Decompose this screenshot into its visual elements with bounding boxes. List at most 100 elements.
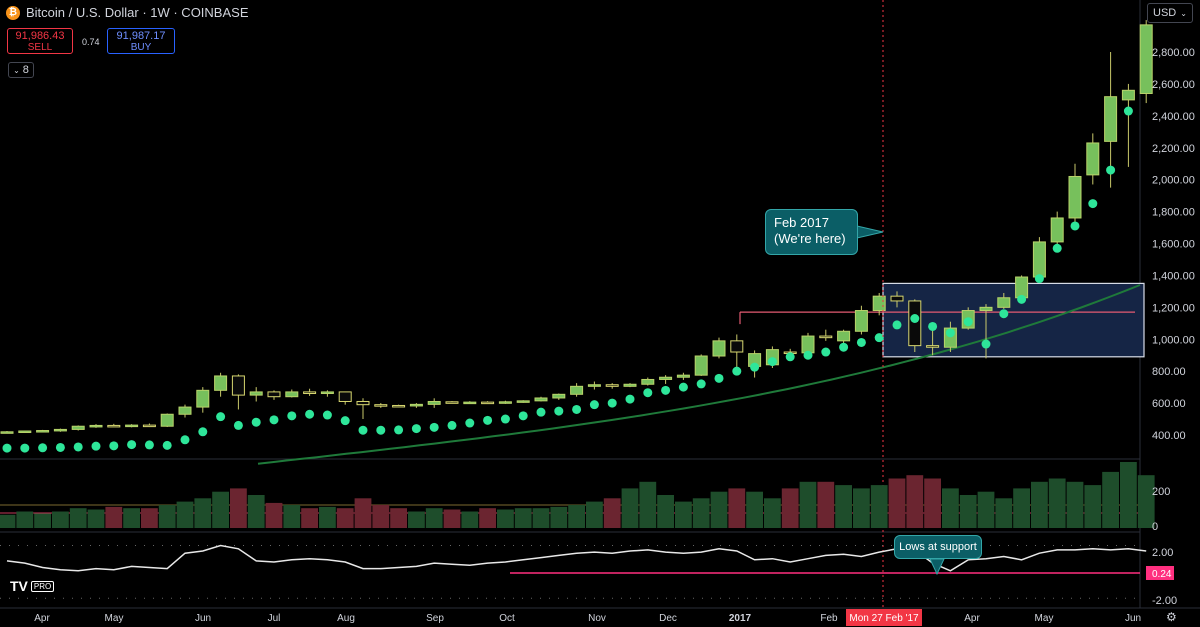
price-tick-label: 1,600.00	[1152, 239, 1195, 251]
volume-bar	[390, 508, 407, 528]
sar-dot	[483, 415, 493, 425]
sar-dot	[607, 398, 617, 408]
candle-body	[1086, 142, 1100, 176]
volume-bar	[728, 488, 746, 528]
candle-body	[303, 391, 317, 395]
candle-body	[409, 403, 423, 407]
chevron-down-icon: ⌄	[13, 65, 20, 75]
candle-body	[498, 401, 512, 404]
moving-average-line	[257, 284, 1141, 465]
callout-line1: Feb 2017	[774, 215, 829, 230]
sar-dot	[839, 342, 849, 352]
currency-select[interactable]: USD ⌄	[1147, 3, 1193, 23]
volume-bar	[158, 504, 176, 528]
sar-dot	[376, 425, 386, 435]
volume-bar	[959, 495, 977, 528]
settings-icon[interactable]: ⚙	[1166, 610, 1177, 624]
sar-dot	[536, 407, 546, 417]
candle-body	[196, 389, 210, 408]
sar-dot	[696, 379, 706, 389]
time-tick-label: Apr	[964, 613, 980, 624]
candle-body	[36, 430, 50, 433]
candle-body	[214, 375, 228, 391]
volume-bar	[657, 495, 674, 528]
sar-dot	[447, 420, 457, 430]
volume-bar	[52, 511, 69, 528]
sar-dot	[892, 320, 902, 330]
sar-dot	[910, 314, 920, 324]
callout-lows-at-support[interactable]: Lows at support	[894, 535, 982, 559]
volume-bar	[550, 506, 568, 528]
time-tick-label: Feb	[820, 613, 838, 624]
candle-body	[605, 384, 619, 387]
sar-dot	[714, 373, 724, 383]
sar-dot	[785, 352, 795, 362]
price-tick-label: 1,400.00	[1152, 270, 1195, 282]
volume-bar	[247, 495, 265, 528]
time-tick-label: Aug	[337, 613, 355, 624]
volume-tick-label: 200	[1152, 486, 1170, 498]
volume-bar	[764, 498, 781, 528]
sar-dot	[269, 415, 279, 425]
candle-body	[142, 424, 156, 428]
volume-bar	[336, 508, 354, 528]
chevron-down-icon: ⌄	[1180, 8, 1187, 18]
candle-body	[427, 400, 441, 405]
sar-dot	[678, 382, 688, 392]
candle-body	[445, 401, 459, 404]
volume-bar	[1013, 488, 1030, 528]
buy-button[interactable]: 91,987.17 BUY	[107, 28, 175, 54]
volume-bar	[692, 498, 710, 528]
volume-bar	[497, 509, 514, 528]
candle-body	[908, 300, 922, 347]
volume-bar	[0, 514, 16, 528]
volume-bar	[16, 511, 34, 528]
volume-bar	[1120, 462, 1137, 528]
price-tick-label: 2,600.00	[1152, 79, 1195, 91]
volume-bar	[977, 491, 995, 528]
candle-body	[659, 376, 673, 380]
sar-dot	[732, 366, 742, 376]
time-tick-label: Sep	[426, 613, 444, 624]
sar-dot	[661, 385, 671, 395]
volume-bar	[586, 501, 603, 528]
sar-dot	[251, 417, 261, 427]
volume-bar	[105, 506, 123, 528]
volume-bar	[69, 508, 87, 528]
sar-dot	[1106, 165, 1116, 175]
sar-dot	[1034, 274, 1044, 284]
sar-dot	[572, 404, 582, 414]
sar-dot	[198, 427, 208, 437]
callout-we-are-here[interactable]: Feb 2017 (We're here)	[765, 209, 858, 255]
sar-dot	[625, 394, 635, 404]
volume-bar	[621, 488, 639, 528]
sar-dot	[945, 328, 955, 338]
osc-level-badge	[1146, 566, 1174, 580]
price-tick-label: 1,200.00	[1152, 302, 1195, 314]
volume-bar	[194, 498, 212, 528]
candle-body	[801, 335, 815, 354]
volume-bar	[781, 488, 799, 528]
symbol-header[interactable]: ₿ Bitcoin / U.S. Dollar · 1W · COINBASE	[6, 5, 249, 20]
candle-body	[694, 355, 708, 376]
volume-bar	[319, 506, 336, 528]
volume-bar	[568, 504, 585, 528]
candle-body	[107, 424, 121, 428]
sar-dot	[20, 443, 30, 453]
sar-dot	[1123, 106, 1133, 116]
volume-bar	[176, 501, 194, 528]
volume-bar	[835, 485, 852, 528]
price-tick-label: 1,800.00	[1152, 207, 1195, 219]
callout-line2: (We're here)	[774, 231, 846, 246]
indicators-toggle[interactable]: ⌄ 8	[8, 62, 34, 78]
candle-body	[712, 340, 726, 357]
candle-body	[89, 424, 103, 428]
sar-dot	[73, 442, 83, 452]
volume-bar	[230, 488, 247, 528]
volume-bar	[514, 508, 532, 528]
sar-dot	[216, 412, 226, 422]
osc-tick-label: 2.00	[1152, 547, 1173, 559]
sell-button[interactable]: 91,986.43 SELL	[7, 28, 73, 54]
